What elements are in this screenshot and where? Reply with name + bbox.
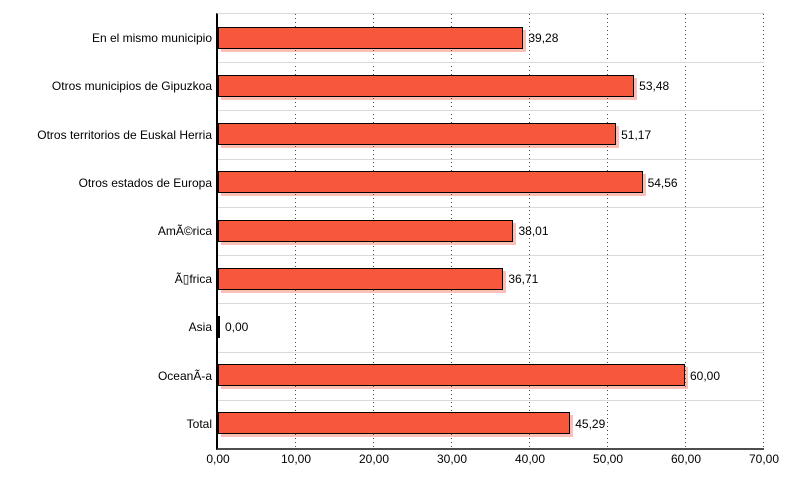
category-label: Ã▯frica <box>174 272 212 287</box>
x-axis-tick-label: 10,00 <box>280 452 312 466</box>
v-gridline <box>685 14 686 448</box>
bar-value-label: 54,56 <box>647 175 678 190</box>
bar-value-label: 36,71 <box>508 272 539 287</box>
category-label: OceanÃ-a <box>157 368 212 383</box>
category-label: Total <box>186 416 212 431</box>
row-separator-line <box>218 207 764 208</box>
bar-value-label: 45,29 <box>575 416 606 431</box>
bar <box>218 267 504 290</box>
v-gridline <box>763 14 764 448</box>
category-label: AmÃ©rica <box>157 223 212 238</box>
v-gridline <box>529 14 530 448</box>
bar-value-label: 0,00 <box>225 320 249 335</box>
row-separator-line <box>218 303 764 304</box>
row-separator-line <box>218 255 764 256</box>
bar <box>218 412 571 435</box>
x-axis-tick-label: 0,00 <box>206 452 230 466</box>
x-axis-tick-label: 50,00 <box>592 452 624 466</box>
bar-value-label: 51,17 <box>621 127 652 142</box>
category-label: Otros territorios de Euskal Herria <box>37 127 212 142</box>
bar-value-label: 53,48 <box>639 79 670 94</box>
v-gridline <box>607 14 608 448</box>
row-separator-line <box>218 352 764 353</box>
row-separator-line <box>218 400 764 401</box>
category-label: En el mismo municipio <box>91 31 212 46</box>
bar-value-label: 60,00 <box>690 368 721 383</box>
bar <box>218 123 617 146</box>
bar <box>218 74 635 97</box>
x-axis-tick-label: 20,00 <box>358 452 390 466</box>
x-axis-tick-label: 60,00 <box>670 452 702 466</box>
row-separator-line <box>218 159 764 160</box>
x-axis-tick-label: 40,00 <box>514 452 546 466</box>
x-axis-tick-label: 70,00 <box>748 452 780 466</box>
x-axis-tick-label: 30,00 <box>436 452 468 466</box>
bar <box>218 26 524 49</box>
bar <box>218 315 220 338</box>
plot-area: 39,28 53,48 51,17 54,56 38,01 36,71 0,00 60,00 4… <box>216 13 764 450</box>
row-separator-line <box>218 62 764 63</box>
bar <box>218 219 514 242</box>
category-label: Otros municipios de Gipuzkoa <box>51 79 212 94</box>
row-separator-line <box>218 110 764 111</box>
bar-value-label: 38,01 <box>518 223 549 238</box>
category-label: Otros estados de Europa <box>78 175 212 190</box>
bar-value-label: 39,28 <box>528 31 559 46</box>
bar <box>218 364 685 387</box>
bar <box>218 171 643 194</box>
category-label: Asia <box>188 320 212 335</box>
